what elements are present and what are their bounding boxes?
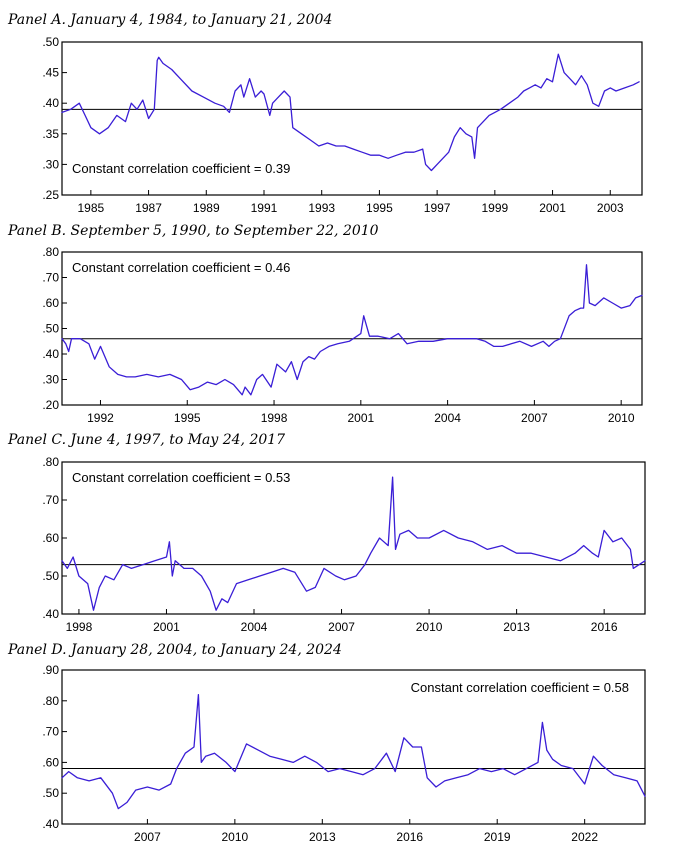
panel-c-xtick-label: 2001 — [153, 620, 180, 634]
panel-b-xtick-label: 2001 — [347, 411, 374, 425]
panel-d-xtick-label: 2019 — [484, 830, 511, 844]
panel-b-annotation: Constant correlation coefficient = 0.46 — [72, 260, 290, 275]
panel-d-ytick-label: .60 — [42, 755, 59, 769]
panel-a-xtick-label: 1997 — [424, 201, 451, 215]
panel-d: Panel D. January 28, 2004, to January 24… — [7, 642, 646, 844]
panel-c-xtick-label: 1998 — [66, 620, 93, 634]
panel-b-xtick-label: 1995 — [174, 411, 201, 425]
panel-d-ytick-label: .40 — [42, 817, 59, 831]
panel-d-xtick-label: 2016 — [396, 830, 423, 844]
panel-a-xtick-label: 1999 — [481, 201, 508, 215]
panel-a-xtick-label: 2003 — [597, 201, 624, 215]
panel-c-ytick-label: .50 — [42, 569, 59, 583]
panel-b-series-line — [61, 264, 643, 396]
panel-b: Panel B. September 5, 1990, to September… — [7, 223, 643, 425]
panel-a-xtick-label: 1989 — [193, 201, 220, 215]
panel-b-ytick-label: .60 — [42, 296, 59, 310]
panel-a-xtick-label: 1987 — [135, 201, 162, 215]
panel-b-xtick-label: 2004 — [434, 411, 461, 425]
panel-c-xtick-label: 2010 — [416, 620, 443, 634]
panel-b-ytick-label: .70 — [42, 271, 59, 285]
panel-b-title: Panel B. September 5, 1990, to September… — [7, 223, 379, 239]
panel-a-xtick-label: 1995 — [366, 201, 393, 215]
panel-d-xtick-label: 2010 — [222, 830, 249, 844]
panel-a-xtick-label: 1991 — [251, 201, 278, 215]
panel-b-xtick-label: 1998 — [261, 411, 288, 425]
panel-b-xtick-label: 2007 — [521, 411, 548, 425]
panel-c-xtick-label: 2004 — [241, 620, 268, 634]
panel-a-ytick-label: .50 — [42, 35, 59, 49]
panel-c-xtick-label: 2007 — [328, 620, 355, 634]
panel-c-xtick-label: 2013 — [503, 620, 530, 634]
panel-a-ytick-label: .45 — [42, 66, 59, 80]
panel-a-ytick-label: .30 — [42, 157, 59, 171]
panel-d-ytick-label: .70 — [42, 725, 59, 739]
panel-d-title: Panel D. January 28, 2004, to January 24… — [7, 642, 342, 658]
panel-c-plot-frame — [61, 461, 646, 615]
panel-a-title: Panel A. January 4, 1984, to January 21,… — [7, 12, 332, 28]
panel-c: Panel C. June 4, 1997, to May 24, 2017 .… — [7, 432, 646, 634]
panel-a-xtick-label: 1985 — [78, 201, 105, 215]
panel-c-ytick-label: .40 — [42, 607, 59, 621]
panel-d-ytick-label: .50 — [42, 786, 59, 800]
panel-c-title: Panel C. June 4, 1997, to May 24, 2017 — [7, 432, 285, 448]
panel-b-ytick-label: .40 — [42, 347, 59, 361]
panel-d-ytick-label: .90 — [42, 663, 59, 677]
panel-c-annotation: Constant correlation coefficient = 0.53 — [72, 470, 290, 485]
panel-a-plot-frame — [61, 41, 643, 196]
panel-c-ytick-label: .60 — [42, 531, 59, 545]
panel-d-ytick-label: .80 — [42, 694, 59, 708]
panel-d-plot-frame — [61, 669, 646, 825]
panel-a-ytick-label: .35 — [42, 127, 59, 141]
panel-b-ytick-label: .30 — [42, 373, 59, 387]
panel-c-series-line — [61, 476, 646, 611]
panel-d-series-line — [61, 693, 646, 810]
panel-b-ytick-label: .50 — [42, 322, 59, 336]
panel-a: Panel A. January 4, 1984, to January 21,… — [7, 12, 643, 215]
panel-a-series-line — [61, 53, 640, 172]
panel-a-ytick-label: .40 — [42, 96, 59, 110]
panel-a-xtick-label: 1993 — [308, 201, 335, 215]
panel-d-xtick-label: 2013 — [309, 830, 336, 844]
panel-d-xtick-label: 2022 — [571, 830, 598, 844]
panel-a-ytick-label: .25 — [42, 188, 59, 202]
panel-b-ytick-label: .80 — [42, 245, 59, 259]
panel-b-xtick-label: 2010 — [608, 411, 635, 425]
panel-d-xtick-label: 2007 — [134, 830, 161, 844]
panel-b-plot-frame — [61, 251, 643, 406]
panel-a-xtick-label: 2001 — [539, 201, 566, 215]
panel-d-annotation: Constant correlation coefficient = 0.58 — [411, 680, 629, 695]
panel-c-ytick-label: .80 — [42, 455, 59, 469]
panel-c-xtick-label: 2016 — [591, 620, 618, 634]
panel-b-ytick-label: .20 — [42, 398, 59, 412]
panel-a-annotation: Constant correlation coefficient = 0.39 — [72, 161, 290, 176]
panel-b-xtick-label: 1992 — [87, 411, 114, 425]
panel-c-ytick-label: .70 — [42, 493, 59, 507]
